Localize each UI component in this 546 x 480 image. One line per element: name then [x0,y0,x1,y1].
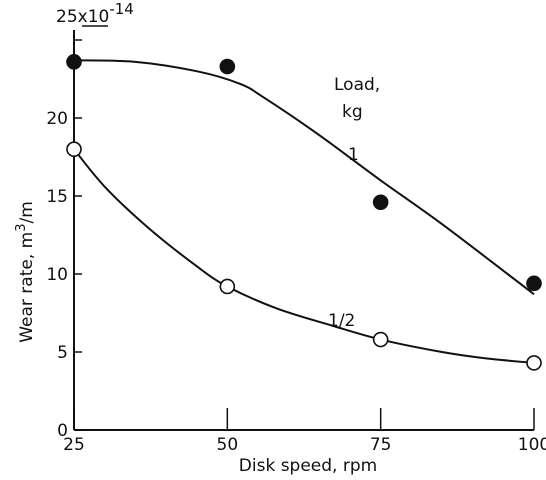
axes: 0 5 10 15 20 25 50 75 100 [46,30,546,455]
filled-data-point [372,194,389,211]
legend-title-line-2: kg [342,102,363,122]
y-multiplier-label: 25x10-14 [56,0,134,27]
y-multiplier-base: 25x10 [56,7,109,27]
fit-curves [73,59,535,364]
legend-title-line-1: Load, [334,75,380,95]
open-data-point [372,331,389,348]
y-tick-label: 5 [57,343,68,363]
filled-data-point [66,54,82,70]
x-tick-label: 50 [217,435,239,455]
y-axis-label: Wear rate, m3/m [14,201,37,343]
fit-curve-series-2 [73,148,535,364]
y-tick-label: 0 [57,421,68,441]
x-axis-label: Disk speed, rpm [239,456,377,476]
open-data-point [66,141,82,157]
filled-data-point [219,58,236,75]
y-multiplier-exponent: -14 [109,0,134,18]
x-tick-label: 25 [63,435,85,455]
fit-curve-series-1 [73,59,535,296]
filled-data-point [526,275,542,292]
data-points [66,54,542,371]
open-data-point [526,355,542,371]
series-label-load-half: 1/2 [328,311,355,331]
y-axis-label-main: Wear rate, m [17,232,37,343]
y-tick-label: 15 [46,187,68,207]
y-axis-label-superscript: 3 [14,224,29,232]
y-tick-label: 10 [46,265,68,285]
open-data-point [219,278,236,295]
x-tick-label: 100 [518,435,546,455]
series-label-load-1: 1 [348,145,359,165]
x-tick-label: 75 [370,435,392,455]
y-axis-label-suffix: /m [17,201,37,223]
y-tick-label: 20 [46,109,68,129]
